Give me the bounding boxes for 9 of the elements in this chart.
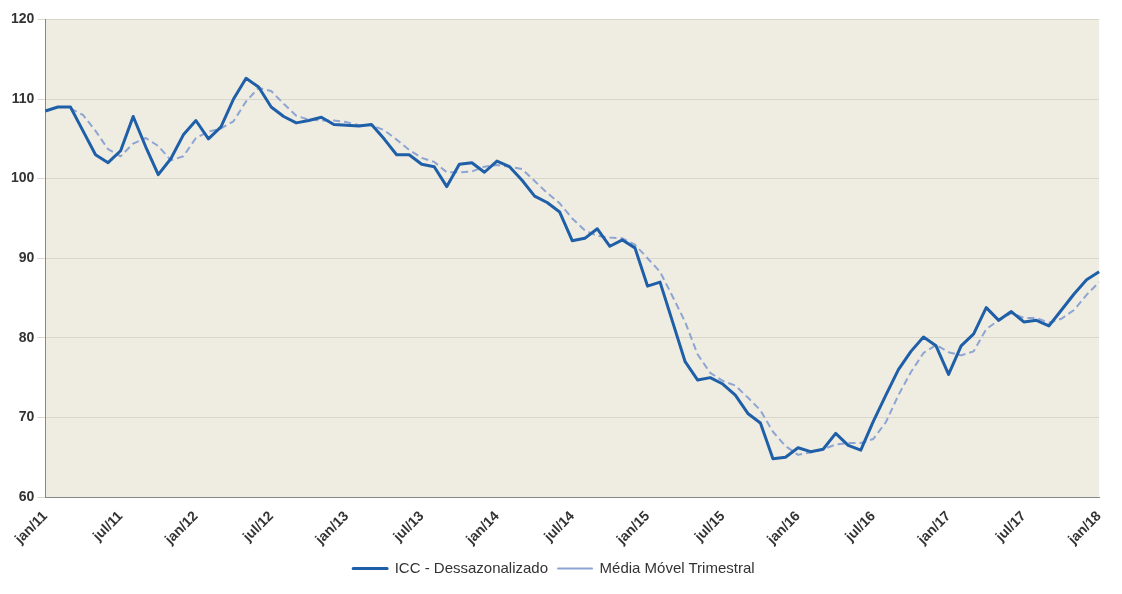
legend-label: Média Móvel Trimestral [599, 558, 755, 576]
y-tick-label: 60 [18, 487, 35, 504]
y-tick-label: 120 [11, 10, 35, 27]
y-tick-label: 110 [11, 89, 35, 106]
y-tick-label: 80 [18, 328, 35, 345]
y-tick-label: 100 [11, 169, 35, 186]
y-tick-label: 90 [18, 249, 35, 266]
y-tick-label: 70 [18, 408, 35, 425]
legend-label: ICC - Dessazonalizado [394, 558, 549, 576]
